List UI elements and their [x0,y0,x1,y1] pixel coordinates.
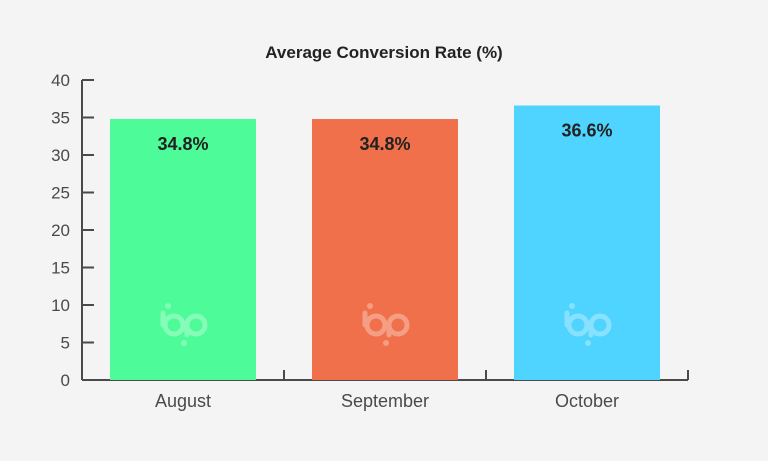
data-label: 34.8% [359,134,410,154]
y-tick-label: 0 [61,371,70,390]
y-tick-label: 15 [51,259,70,278]
data-label: 36.6% [561,121,612,141]
logo-watermark [564,303,612,346]
bars [110,105,660,380]
x-tick-label: August [155,391,211,411]
bar-october [514,105,660,380]
chart-title: Average Conversion Rate (%) [265,43,502,62]
watermarks [160,303,612,346]
x-tick-label: September [341,391,429,411]
y-tick-label: 20 [51,221,70,240]
logo-watermark [362,303,410,346]
y-tick-label: 5 [61,334,70,353]
x-tick-label: October [555,391,619,411]
y-tick-label: 25 [51,184,70,203]
bar-september [312,119,458,380]
y-tick-label: 35 [51,109,70,128]
bar-august [110,119,256,380]
y-tick-label: 10 [51,296,70,315]
y-tick-label: 40 [51,71,70,90]
data-labels: 34.8% 34.8% 36.6% [157,121,612,155]
logo-watermark [160,303,208,346]
data-label: 34.8% [157,134,208,154]
y-axis: 0 5 10 15 20 25 30 35 40 [51,71,94,390]
y-tick-label: 30 [51,146,70,165]
